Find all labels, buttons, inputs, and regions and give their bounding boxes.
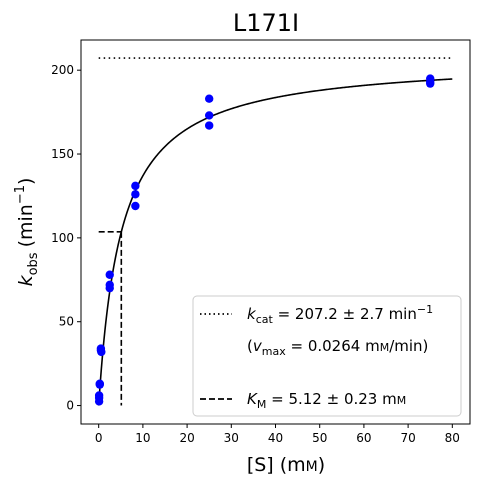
curves [97,57,453,406]
data-point [131,181,140,191]
data-point [204,111,214,120]
data-point [204,121,214,130]
data-point [131,201,140,211]
plot-area: 0 10 20 30 40 50 60 70 80 0 50 100 150 200 [51,39,471,445]
legend-km-label: KM = 5.12 ± 0.23 mM [247,390,406,411]
fit-curve [97,78,453,406]
x-tick-label: 80 [445,431,460,445]
x-axis-label: [S] (mM) [247,454,325,476]
x-tick-label: 0 [95,431,103,445]
x-tick-label: 50 [312,431,327,445]
legend-vmax-label: (vmax = 0.0264 mM/min) [247,337,428,358]
data-point [105,270,114,279]
data-point [95,380,104,389]
data-point [94,391,104,400]
x-tick-label: 10 [135,431,150,445]
legend-box [192,295,462,417]
y-axis-ticks: 0 50 100 150 200 [51,63,81,413]
x-axis-ticks: 0 10 20 30 40 50 60 70 80 [95,424,460,445]
x-tick-label: 70 [400,431,415,445]
x-tick-label: 40 [268,431,283,445]
chart-title: L171I [233,9,299,37]
y-axis-label: kobs(min−1) [13,178,41,287]
data-point [105,283,114,293]
y-tick-label: 50 [59,315,74,329]
data-point [131,190,140,199]
x-tick-label: 20 [179,431,194,445]
legend: kcat = 207.2 ± 2.7 min−1 (vmax = 0.0264 … [192,295,462,417]
x-tick-label: 60 [356,431,371,445]
data-point [204,94,214,103]
data-point [97,347,106,357]
x-tick-label: 30 [224,431,239,445]
y-tick-label: 0 [66,399,74,413]
y-tick-label: 200 [51,63,74,77]
data-point [426,79,435,88]
legend-kcat-label: kcat = 207.2 ± 2.7 min−1 [247,303,433,326]
data-points [94,74,435,406]
y-tick-label: 100 [51,231,74,245]
y-tick-label: 150 [51,147,74,161]
